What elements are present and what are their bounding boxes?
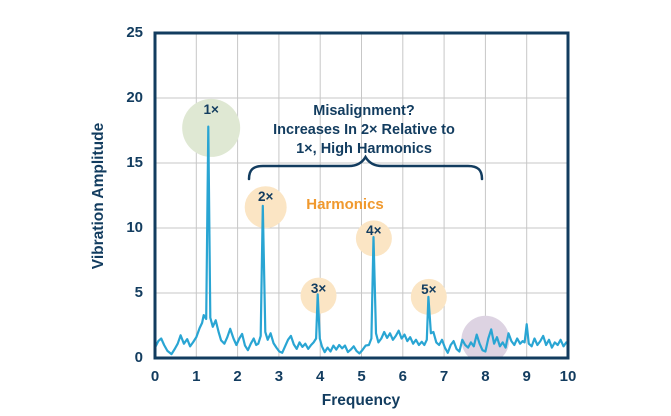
x-tick-label-3: 3 [274, 368, 284, 385]
x-tick-label-4: 4 [316, 368, 325, 385]
x-axis-title: Frequency [321, 392, 401, 409]
y-tick-label-15: 15 [126, 154, 143, 171]
x-tick-label-0: 0 [150, 368, 160, 385]
highlight-circle-2x [244, 186, 287, 229]
annotation-line-3: 1×, High Harmonics [296, 141, 432, 157]
highlight-circle-unlabeled [461, 315, 510, 358]
y-tick-label-5: 5 [134, 284, 143, 301]
y-tick-label-0: 0 [134, 349, 143, 366]
peak-label-2x: 2× [257, 189, 274, 205]
highlight-circle-1x [182, 98, 241, 157]
annotation-line-1: Misalignment? [313, 103, 415, 119]
misalignment-annotation: Misalignment? Increases In 2× Relative t… [224, 102, 504, 159]
spectrum-line [155, 125, 568, 356]
harmonics-brace [247, 154, 484, 181]
x-tick-label-6: 6 [398, 368, 407, 385]
peak-label-1x: 1× [203, 101, 219, 117]
peak-label-4x: 4× [366, 223, 382, 239]
x-tick-label-5: 5 [357, 368, 366, 385]
y-tick-label-25: 25 [126, 24, 143, 41]
y-tick-label-10: 10 [126, 219, 143, 236]
x-tick-label-10: 10 [559, 368, 577, 385]
x-tick-label-8: 8 [481, 368, 490, 385]
peak-label-5x: 5× [421, 281, 437, 297]
peak-label-3x: 3× [310, 280, 327, 296]
x-tick-label-9: 9 [522, 368, 531, 385]
x-tick-label-2: 2 [233, 368, 242, 385]
x-tick-label-1: 1 [192, 368, 201, 385]
y-tick-label-20: 20 [126, 89, 143, 106]
harmonics-label: Harmonics [306, 196, 384, 213]
x-tick-label-7: 7 [439, 368, 449, 385]
y-axis-title: Vibration Amplitude [90, 122, 107, 270]
annotation-line-2: Increases In 2× Relative to [273, 122, 455, 138]
plot-border [153, 31, 570, 360]
